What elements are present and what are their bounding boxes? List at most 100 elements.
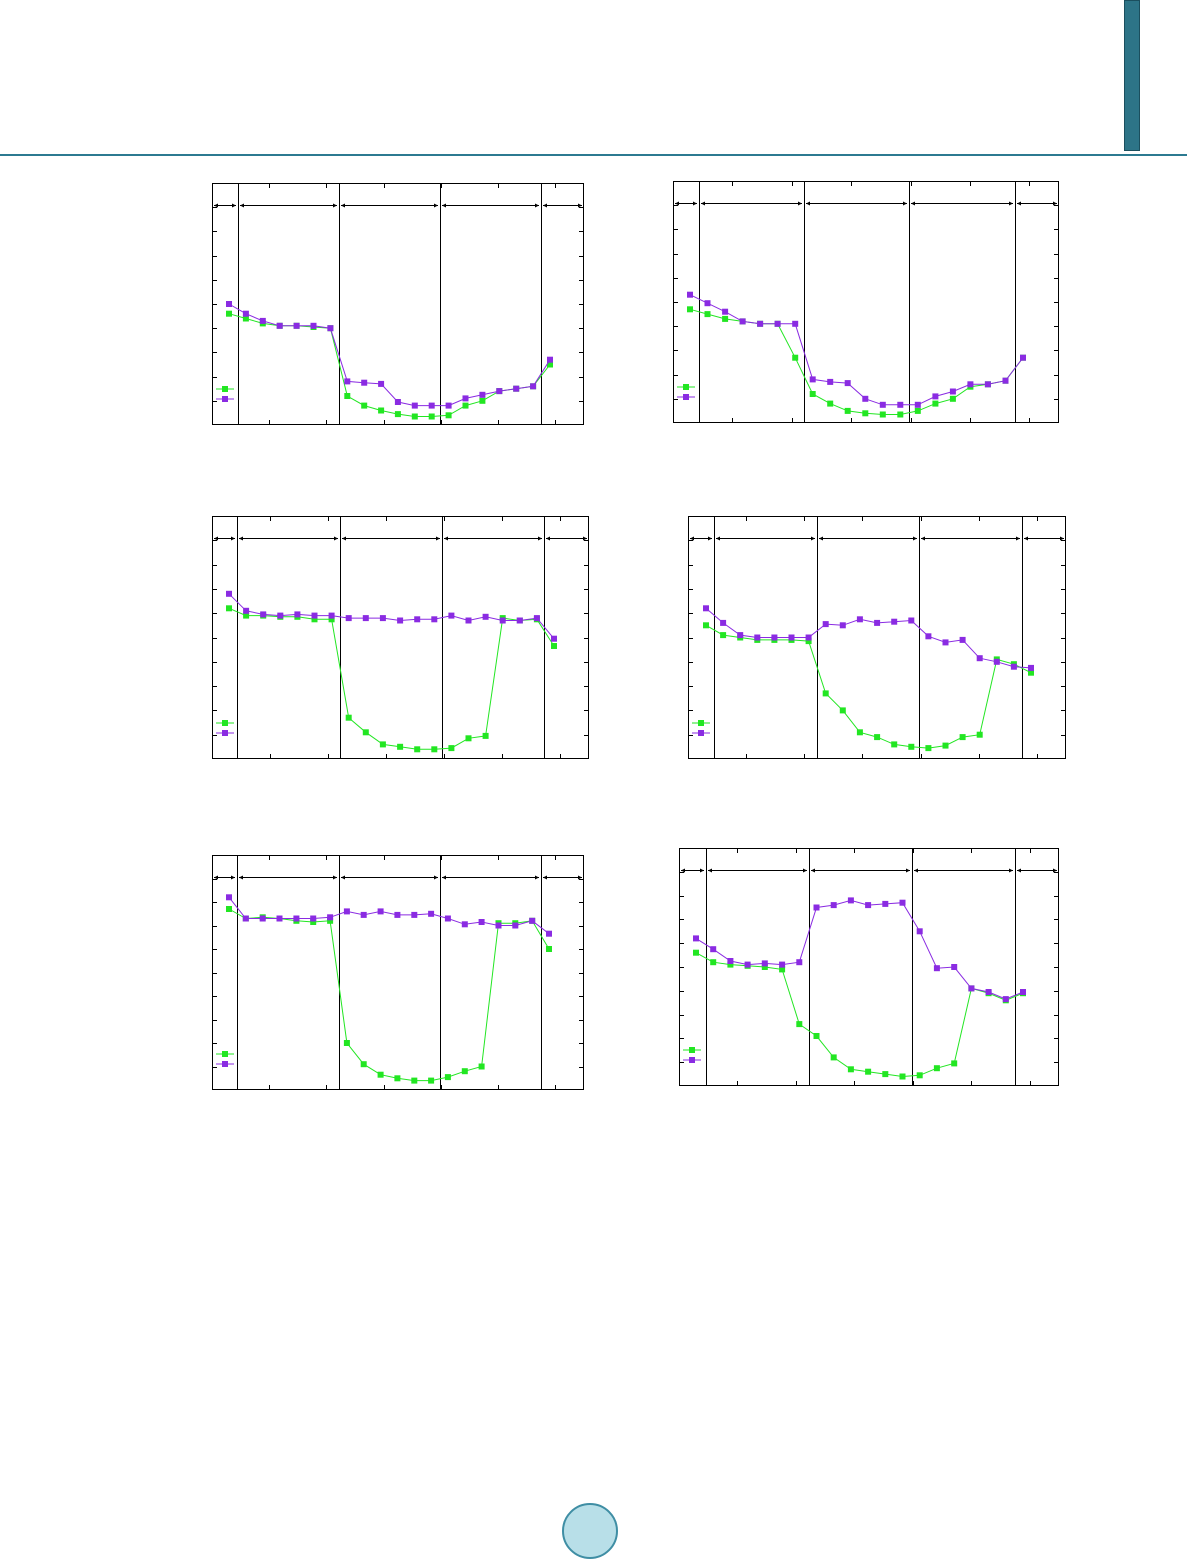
data-point-b (344, 378, 351, 385)
data-point-b (428, 402, 435, 409)
region-span-arrowhead (214, 203, 218, 208)
data-point-b (496, 388, 503, 395)
data-point-a (720, 632, 727, 639)
region-span-arrowhead (342, 536, 346, 541)
region-span-arrowhead (231, 536, 235, 541)
legend-marker-a (222, 1051, 228, 1057)
data-point-b (547, 356, 553, 363)
region-span-arrowhead (239, 875, 243, 880)
data-point-b (727, 958, 734, 964)
data-point-b (462, 395, 469, 402)
region-span-arrowhead (444, 536, 448, 541)
legend-marker-a (683, 384, 689, 390)
region-span-arrowhead (798, 201, 802, 206)
region-span-arrowhead (341, 875, 345, 880)
data-point-b (897, 401, 904, 408)
data-point-a (847, 1066, 854, 1073)
region-span-arrowhead (914, 868, 918, 873)
data-point-b (805, 634, 812, 641)
data-point-a (899, 1073, 906, 1080)
data-point-a (378, 407, 385, 414)
data-point-a (727, 961, 734, 968)
legend-marker-a (698, 720, 704, 726)
data-point-b (327, 325, 334, 332)
data-point-b (1020, 989, 1026, 995)
data-point-a (908, 743, 915, 750)
data-point-b (722, 308, 729, 315)
data-point-b (495, 922, 502, 929)
data-point-b (293, 915, 300, 922)
plot-frame (673, 181, 1059, 423)
data-point-a (242, 315, 249, 322)
plot-frame (688, 516, 1066, 759)
data-point-a (809, 391, 816, 397)
data-point-a (879, 411, 886, 418)
region-span-arrowhead (690, 536, 694, 541)
data-point-b (827, 378, 834, 385)
chart-5 (212, 855, 584, 1090)
data-point-b (242, 915, 249, 922)
data-point-b (362, 615, 369, 622)
data-point-a (839, 707, 846, 714)
data-point-b (260, 611, 267, 618)
data-point-b (516, 617, 523, 624)
data-point-a (344, 393, 351, 399)
data-point-b (761, 960, 768, 967)
data-point-b (377, 908, 384, 915)
data-point-b (444, 915, 451, 922)
data-point-b (779, 961, 786, 968)
data-point-b (551, 635, 557, 642)
data-point-b (830, 902, 837, 909)
data-point-b (704, 300, 711, 307)
data-point-b (1002, 996, 1009, 1003)
region-span-arrowhead (333, 875, 337, 880)
data-point-a (551, 643, 557, 649)
data-point-a (722, 315, 729, 322)
data-point-b (226, 894, 232, 901)
data-point-b (985, 989, 992, 995)
data-point-b (397, 617, 404, 624)
data-point-a (949, 395, 956, 402)
data-point-a (448, 745, 455, 752)
plot-frame (212, 183, 584, 425)
data-point-b (879, 401, 886, 408)
region-span-arrowhead (240, 203, 244, 208)
region-span-arrowhead (1053, 868, 1057, 873)
region-span-arrowhead (1009, 868, 1013, 873)
data-point-b (710, 946, 717, 953)
data-point-a (379, 741, 386, 748)
data-point-b (379, 615, 386, 622)
data-point-b (226, 301, 232, 307)
data-point-b (259, 915, 266, 922)
data-point-a (862, 410, 869, 417)
data-point-b (933, 965, 940, 972)
data-point-b (530, 383, 537, 390)
legend-marker-b (698, 730, 704, 736)
region-span-arrowhead (693, 201, 697, 206)
data-point-b (414, 616, 421, 623)
data-point-b (242, 310, 249, 317)
region-span-arrowhead (1017, 868, 1021, 873)
data-point-b (744, 961, 751, 968)
data-point-b (968, 985, 975, 992)
data-point-a (914, 407, 921, 414)
data-point-a (226, 310, 232, 317)
data-point-b (862, 395, 869, 402)
region-span-arrowhead (1053, 201, 1057, 206)
data-point-b (546, 930, 552, 937)
data-point-b (310, 915, 317, 922)
data-point-a (345, 714, 352, 721)
data-point-b (1010, 663, 1017, 670)
data-point-a (942, 742, 949, 749)
data-point-b (276, 915, 283, 922)
legend-marker-b (222, 1061, 228, 1067)
data-point-a (411, 1077, 418, 1084)
data-point-b (754, 634, 761, 641)
data-point-b (796, 959, 803, 966)
data-point-b (345, 615, 352, 622)
data-point-a (397, 743, 404, 750)
region-span-arrowhead (214, 875, 218, 880)
data-point-b (276, 322, 283, 329)
region-span-arrowhead (543, 203, 547, 208)
data-point-b (993, 658, 1000, 665)
